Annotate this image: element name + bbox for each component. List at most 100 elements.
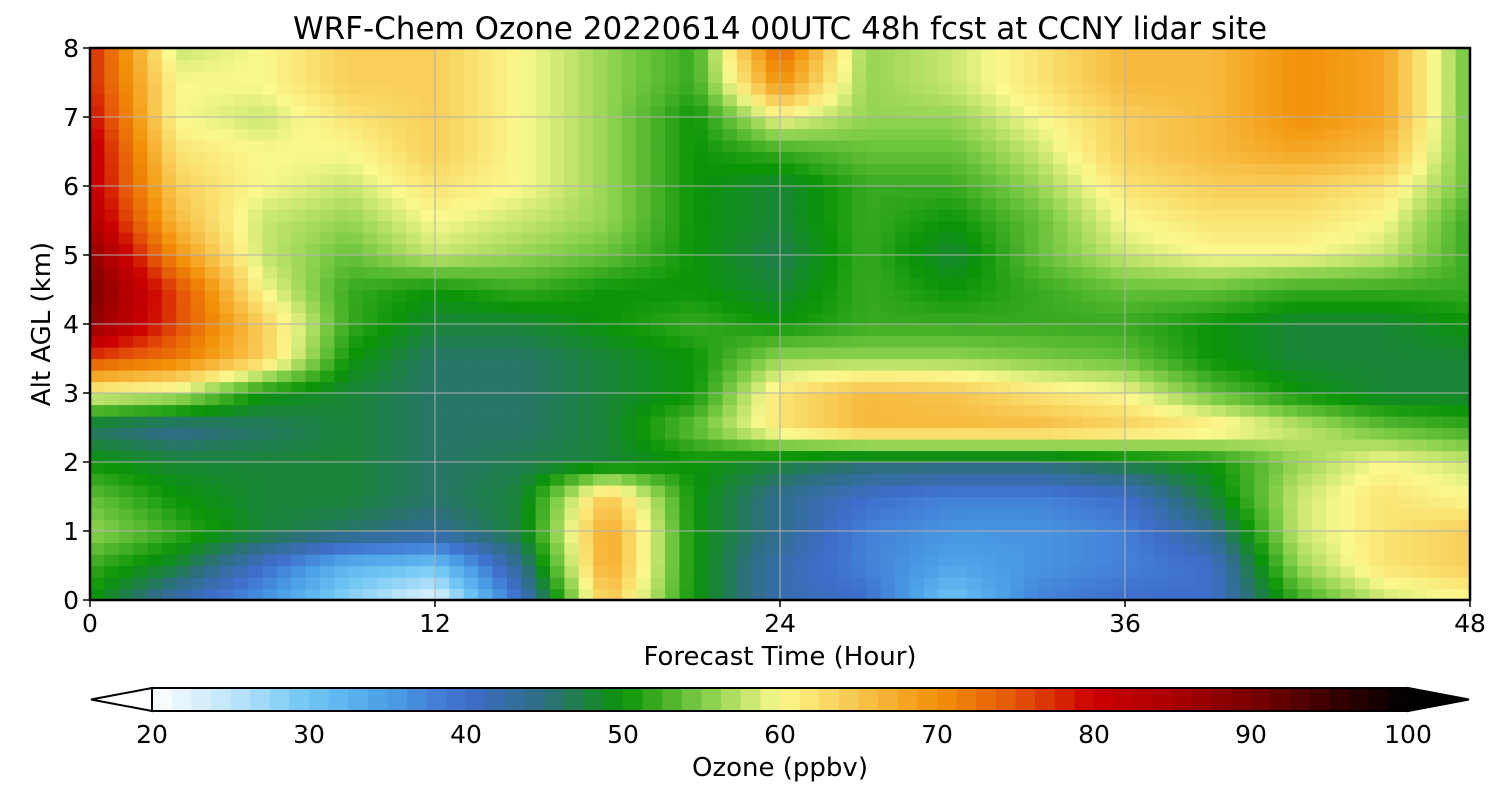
ozone-cell [492,301,508,314]
ozone-cell [1067,312,1083,325]
ozone-cell [1125,554,1140,567]
ozone-cell [751,71,767,84]
ozone-cell [794,232,810,245]
ozone-cell [1139,473,1155,486]
ozone-cell [593,588,609,601]
ozone-cell [765,554,781,567]
ozone-cell [851,588,867,601]
ozone-cell [837,542,853,555]
ozone-cell [521,82,537,95]
ozone-cell [1125,71,1140,84]
ozone-cell [751,266,767,279]
ozone-cell [650,82,666,95]
ozone-cell [133,439,149,452]
ozone-cell [621,462,637,475]
ozone-cell [1168,128,1184,141]
ozone-cell [1110,370,1126,383]
ozone-cell [1455,324,1471,337]
ozone-cell [866,404,882,417]
ozone-cell [233,209,249,222]
ozone-cell [823,289,839,302]
ozone-cell [880,186,896,199]
ozone-cell [751,324,767,337]
ozone-cell [693,404,709,417]
ozone-cell [794,577,810,590]
ozone-cell [492,358,508,371]
ozone-cell [1139,243,1155,256]
ozone-cell [118,94,134,107]
ozone-cell [751,128,767,141]
ozone-cell [1125,577,1140,590]
ozone-cell [593,554,609,567]
ozone-cell [1153,186,1169,199]
ozone-cell [377,358,393,371]
ozone-cell [808,577,824,590]
ozone-cell [1053,266,1069,279]
ozone-cell [1196,140,1212,153]
ozone-cell [693,186,709,199]
ozone-cell [521,278,537,291]
ozone-cell [248,197,264,210]
ozone-cell [1426,117,1442,130]
ozone-cell [219,117,235,130]
ozone-cell [391,71,407,84]
ozone-cell [1297,393,1313,406]
ozone-cell [578,255,594,268]
ozone-cell [1024,554,1040,567]
ozone-cell [1225,151,1241,164]
ozone-cell [837,278,853,291]
ozone-cell [923,186,939,199]
ozone-cell [1038,174,1054,187]
ozone-cell [1010,324,1025,337]
ozone-cell [104,370,120,383]
ozone-cell [320,48,335,61]
colorbar-swatch [485,688,506,711]
ozone-cell [1412,473,1428,486]
ozone-cell [363,508,379,521]
colorbar-swatch [740,688,761,711]
ozone-cell [147,519,163,532]
ozone-cell [133,48,149,61]
ozone-cell [938,508,954,521]
ozone-cell [233,197,249,210]
ozone-cell [1153,358,1169,371]
ozone-cell [1283,450,1299,463]
ozone-cell [449,370,465,383]
ozone-cell [420,577,436,590]
ozone-cell [1441,94,1457,107]
ozone-cell [751,554,767,567]
ozone-cell [550,381,565,394]
ozone-cell [118,439,134,452]
ozone-cell [1153,347,1169,360]
ozone-cell [1153,163,1169,176]
ozone-cell [621,197,637,210]
ozone-cell [176,105,192,118]
ozone-cell [1010,473,1025,486]
ozone-cell [1297,312,1313,325]
ozone-cell [262,324,278,337]
ozone-cell [506,301,522,314]
ozone-cell [909,197,925,210]
ozone-cell [966,117,982,130]
ozone-cell [320,393,335,406]
ozone-cell [665,128,680,141]
ozone-cell [1240,531,1255,544]
ozone-cell [895,485,910,498]
ozone-cell [909,278,925,291]
ozone-cell [233,128,249,141]
ozone-cell [1297,462,1313,475]
ozone-cell [578,577,594,590]
ozone-cell [981,370,997,383]
ozone-cell [607,324,623,337]
ozone-cell [1067,197,1083,210]
ozone-cell [722,496,738,509]
ozone-cell [219,301,235,314]
ozone-cell [895,324,910,337]
ozone-cell [851,473,867,486]
ozone-cell [607,140,623,153]
ozone-cell [104,312,120,325]
ozone-cell [176,140,192,153]
ozone-cell [363,312,379,325]
ozone-cell [1297,416,1313,429]
ozone-cell [449,542,465,555]
